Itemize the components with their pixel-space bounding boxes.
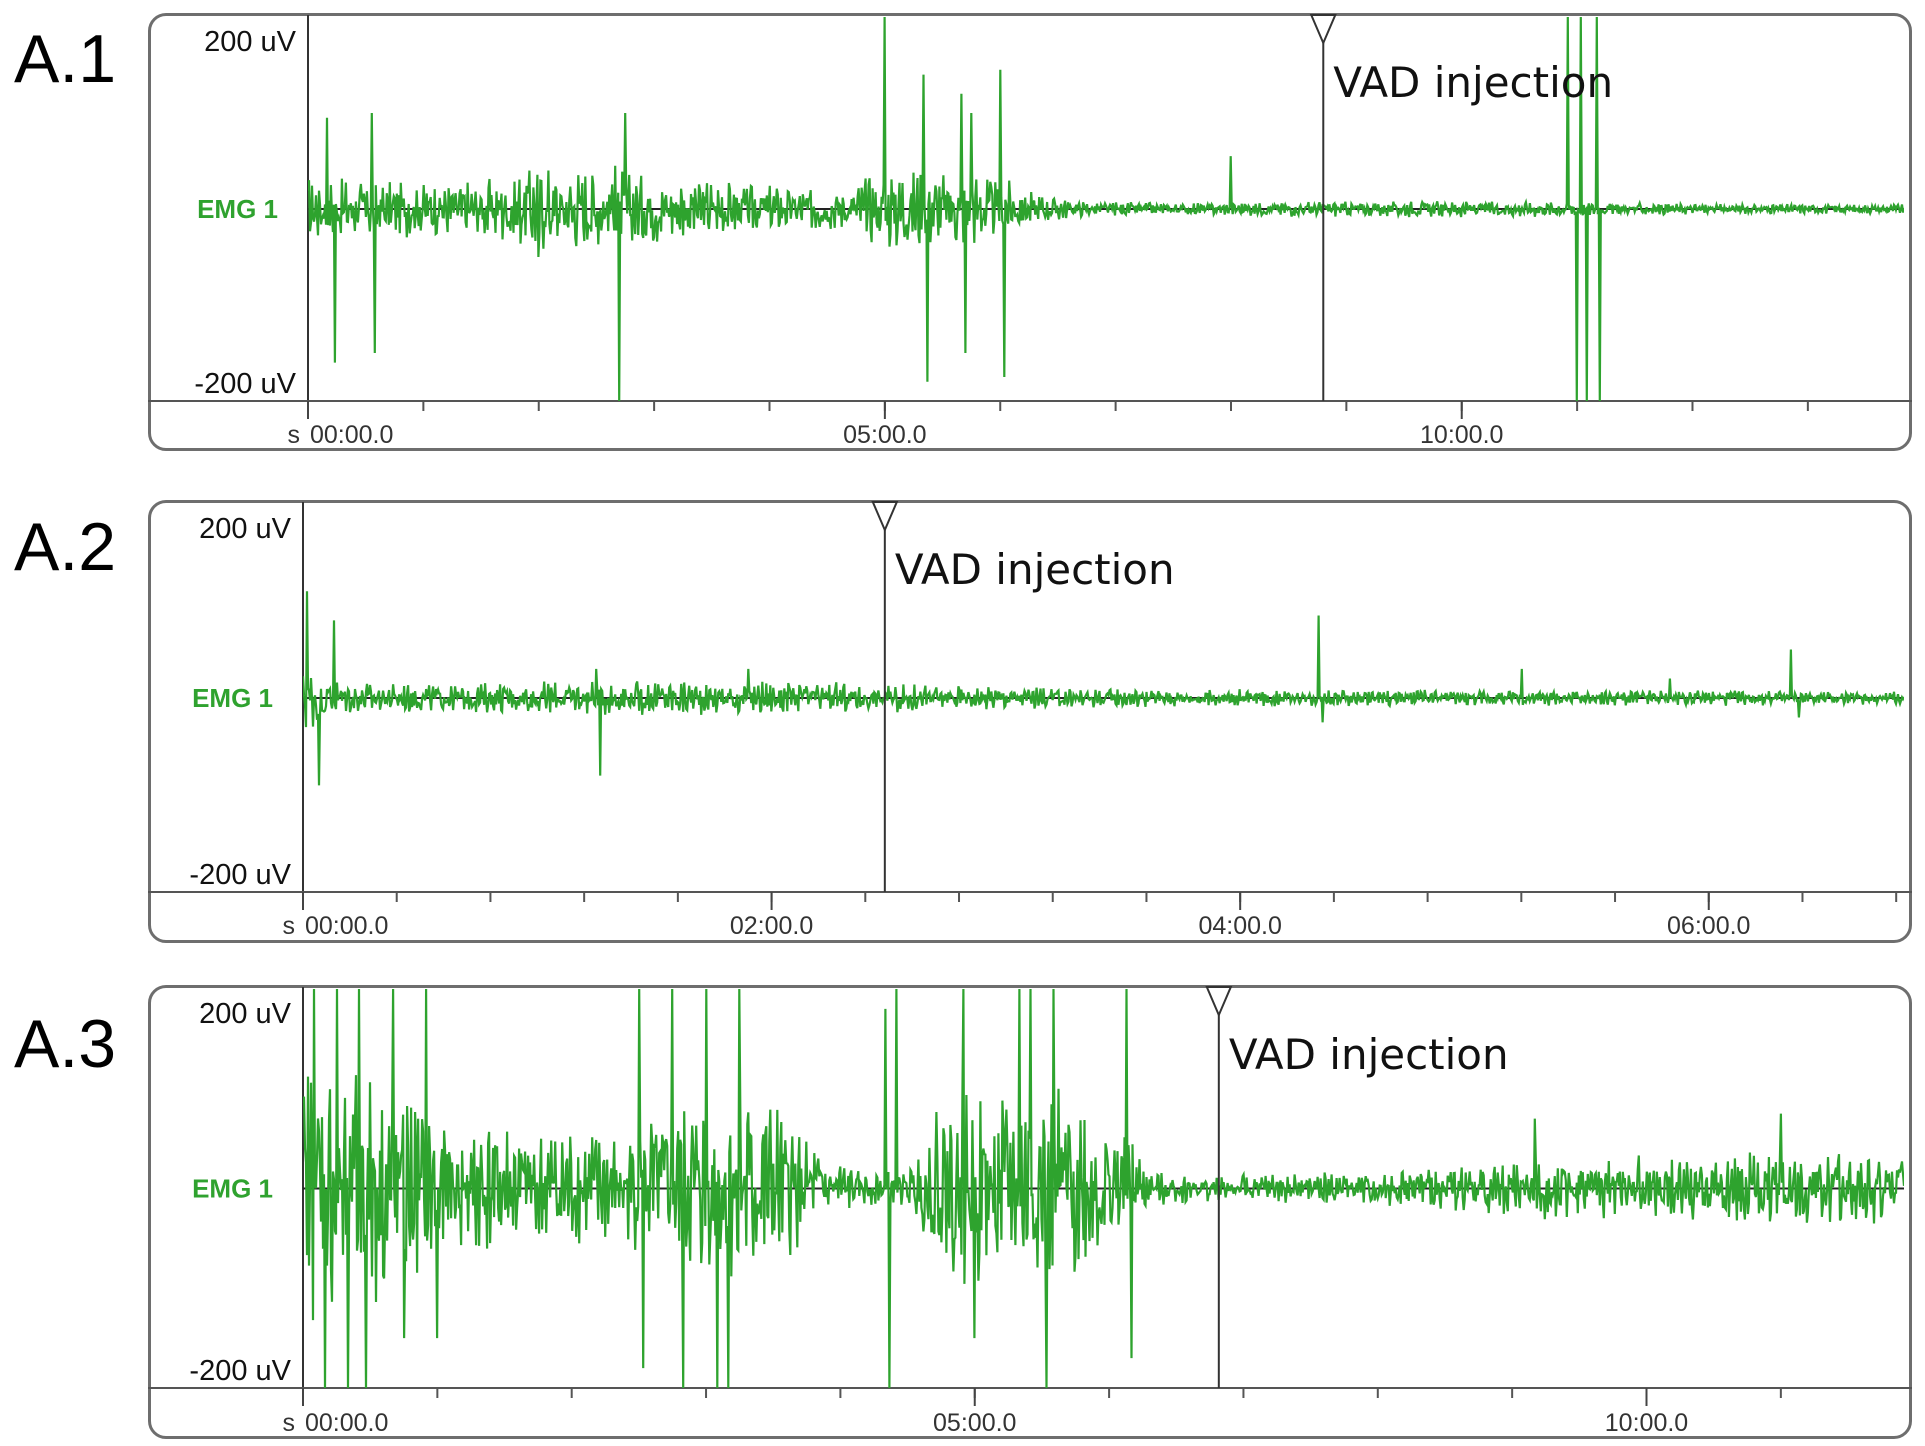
channel-label: EMG 1 <box>192 1174 273 1204</box>
chart-panel-a3: 200 uV -200 uV EMG 1 s 00:00.0 05:00.0 10:00.0… <box>148 986 1912 1437</box>
channel-label: EMG 1 <box>197 194 278 224</box>
x-tick-label: 10:00.0 <box>1605 1409 1688 1437</box>
vad-marker-label: VAD injection <box>1229 1030 1509 1079</box>
channel-label: EMG 1 <box>192 683 273 713</box>
panel-label-a1: A.1 <box>14 21 117 97</box>
vad-marker-triangle <box>1309 14 1337 46</box>
x-tick-label: 04:00.0 <box>1198 912 1281 940</box>
panel-label-a3: A.3 <box>14 1006 117 1082</box>
y-bottom-label: -200 uV <box>189 1355 291 1387</box>
x-tick-label: 05:00.0 <box>933 1409 1016 1437</box>
x-unit-label: s <box>283 1409 296 1437</box>
x-tick-label: 02:00.0 <box>730 912 813 940</box>
x-tick-label: 06:00.0 <box>1667 912 1750 940</box>
chart-panel-a1: 200 uV -200 uV EMG 1 s 00:00.0 05:00.0 10:00.0… <box>148 14 1912 449</box>
x-tick-label: 00:00.0 <box>305 912 388 940</box>
y-top-label: 200 uV <box>199 513 292 545</box>
emg-trace <box>308 16 1904 402</box>
y-top-label: 200 uV <box>199 998 292 1030</box>
y-bottom-label: -200 uV <box>189 859 291 891</box>
vad-marker-triangle <box>871 501 899 533</box>
x-tick-label: 10:00.0 <box>1420 421 1503 449</box>
vad-marker-label: VAD injection <box>895 545 1175 594</box>
chart-panel-a1-frame <box>148 13 1912 451</box>
x-unit-label: s <box>288 421 301 449</box>
x-tick-label: 00:00.0 <box>305 1409 388 1437</box>
vad-marker-label: VAD injection <box>1333 58 1613 107</box>
x-tick-label: 00:00.0 <box>310 421 393 449</box>
y-top-label: 200 uV <box>204 26 297 58</box>
chart-panel-a2-frame <box>148 500 1912 943</box>
chart-panel-a2: 200 uV -200 uV EMG 1 s 00:00.0 02:00.0 04:00.0… <box>148 501 1912 940</box>
panel-label-a2: A.2 <box>14 509 117 585</box>
emg-trace <box>303 988 1904 1389</box>
emg-trace <box>303 591 1904 786</box>
x-unit-label: s <box>283 912 296 940</box>
x-tick-label: 05:00.0 <box>843 421 926 449</box>
y-bottom-label: -200 uV <box>194 368 296 400</box>
vad-marker-triangle <box>1205 986 1233 1018</box>
